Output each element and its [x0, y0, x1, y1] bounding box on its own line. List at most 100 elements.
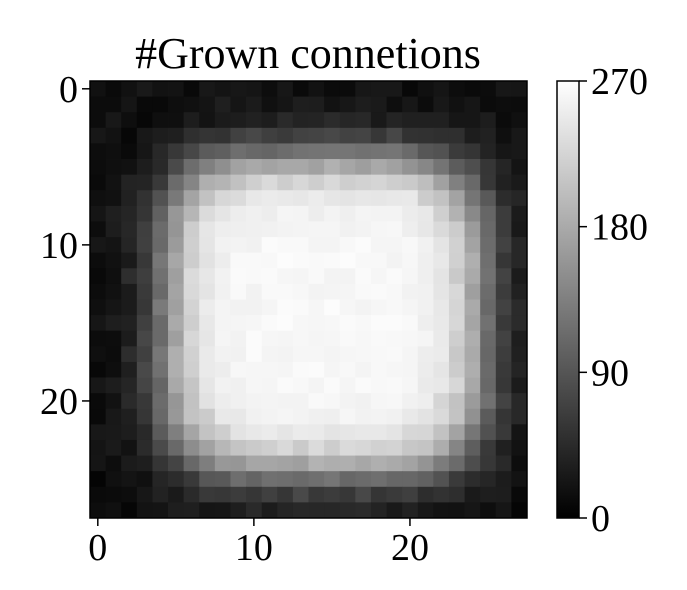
heatmap-cell: [136, 268, 153, 285]
heatmap-cell: [386, 377, 403, 394]
heatmap-cell: [386, 143, 403, 160]
heatmap-cell: [246, 471, 263, 488]
heatmap-cell: [324, 439, 341, 456]
heatmap-cell: [136, 143, 153, 160]
heatmap-cell: [292, 252, 309, 269]
heatmap-cell: [495, 221, 512, 238]
heatmap-cell: [433, 237, 450, 254]
heatmap-cell: [105, 502, 122, 519]
heatmap-cell: [214, 408, 231, 425]
heatmap-cell: [105, 190, 122, 207]
heatmap-cell: [355, 471, 372, 488]
heatmap-cell: [199, 127, 216, 144]
heatmap-cell: [261, 268, 278, 285]
heatmap-cell: [417, 424, 434, 441]
heatmap-cell: [121, 486, 138, 503]
heatmap-cell: [511, 221, 528, 238]
heatmap-cell: [246, 315, 263, 332]
heatmap-cell: [370, 408, 387, 425]
heatmap-cells: [90, 81, 528, 519]
heatmap-cell: [495, 96, 512, 113]
heatmap-cell: [90, 205, 107, 222]
heatmap-cell: [90, 424, 107, 441]
heatmap-cell: [402, 408, 419, 425]
heatmap-cell: [511, 471, 528, 488]
heatmap-cell: [480, 424, 497, 441]
heatmap-cell: [105, 330, 122, 347]
heatmap-cell: [464, 393, 481, 410]
heatmap-cell: [480, 330, 497, 347]
heatmap-cell: [386, 268, 403, 285]
heatmap-cell: [355, 81, 372, 98]
heatmap-cell: [464, 330, 481, 347]
heatmap-cell: [277, 408, 294, 425]
heatmap-cell: [199, 377, 216, 394]
heatmap-cell: [417, 96, 434, 113]
heatmap-cell: [324, 96, 341, 113]
heatmap-cell: [246, 143, 263, 160]
heatmap-cell: [417, 393, 434, 410]
heatmap-cell: [370, 268, 387, 285]
heatmap-cell: [152, 346, 169, 363]
heatmap-cell: [402, 283, 419, 300]
heatmap-cell: [324, 393, 341, 410]
heatmap-cell: [355, 346, 372, 363]
heatmap-cell: [324, 455, 341, 472]
heatmap-cell: [136, 486, 153, 503]
heatmap-cell: [90, 112, 107, 129]
heatmap-cell: [261, 174, 278, 191]
heatmap-cell: [417, 471, 434, 488]
heatmap-cell: [246, 237, 263, 254]
heatmap-cell: [168, 330, 185, 347]
heatmap-cell: [480, 96, 497, 113]
heatmap-cell: [370, 486, 387, 503]
heatmap-cell: [511, 455, 528, 472]
heatmap-cell: [417, 315, 434, 332]
heatmap-cell: [168, 127, 185, 144]
heatmap-cell: [511, 237, 528, 254]
heatmap-cell: [417, 81, 434, 98]
heatmap-cell: [402, 159, 419, 176]
heatmap-cell: [511, 486, 528, 503]
heatmap-cell: [199, 424, 216, 441]
heatmap-cell: [230, 81, 247, 98]
heatmap-cell: [230, 408, 247, 425]
heatmap-cell: [308, 221, 325, 238]
heatmap-cell: [355, 393, 372, 410]
heatmap-cell: [183, 127, 200, 144]
heatmap-cell: [277, 159, 294, 176]
heatmap-cell: [480, 252, 497, 269]
heatmap-cell: [386, 221, 403, 238]
heatmap-cell: [246, 81, 263, 98]
heatmap-cell: [370, 143, 387, 160]
heatmap-cell: [324, 205, 341, 222]
heatmap-cell: [292, 424, 309, 441]
heatmap-cell: [386, 252, 403, 269]
heatmap-cell: [261, 502, 278, 519]
heatmap-cell: [105, 205, 122, 222]
heatmap-cell: [168, 174, 185, 191]
heatmap-cell: [339, 315, 356, 332]
heatmap-cell: [183, 393, 200, 410]
heatmap-cell: [277, 127, 294, 144]
heatmap-cell: [183, 502, 200, 519]
heatmap-cell: [168, 502, 185, 519]
heatmap-cell: [199, 205, 216, 222]
heatmap-cell: [339, 471, 356, 488]
heatmap-cell: [433, 299, 450, 316]
heatmap-cell: [214, 346, 231, 363]
heatmap-cell: [495, 315, 512, 332]
heatmap-cell: [90, 268, 107, 285]
heatmap-cell: [261, 486, 278, 503]
heatmap-cell: [464, 439, 481, 456]
heatmap-cell: [495, 502, 512, 519]
heatmap-cell: [214, 268, 231, 285]
heatmap-cell: [417, 377, 434, 394]
heatmap-cell: [246, 393, 263, 410]
heatmap-cell: [90, 159, 107, 176]
heatmap-cell: [308, 377, 325, 394]
heatmap-cell: [214, 439, 231, 456]
heatmap-cell: [433, 330, 450, 347]
heatmap-cell: [230, 205, 247, 222]
heatmap-cell: [246, 221, 263, 238]
